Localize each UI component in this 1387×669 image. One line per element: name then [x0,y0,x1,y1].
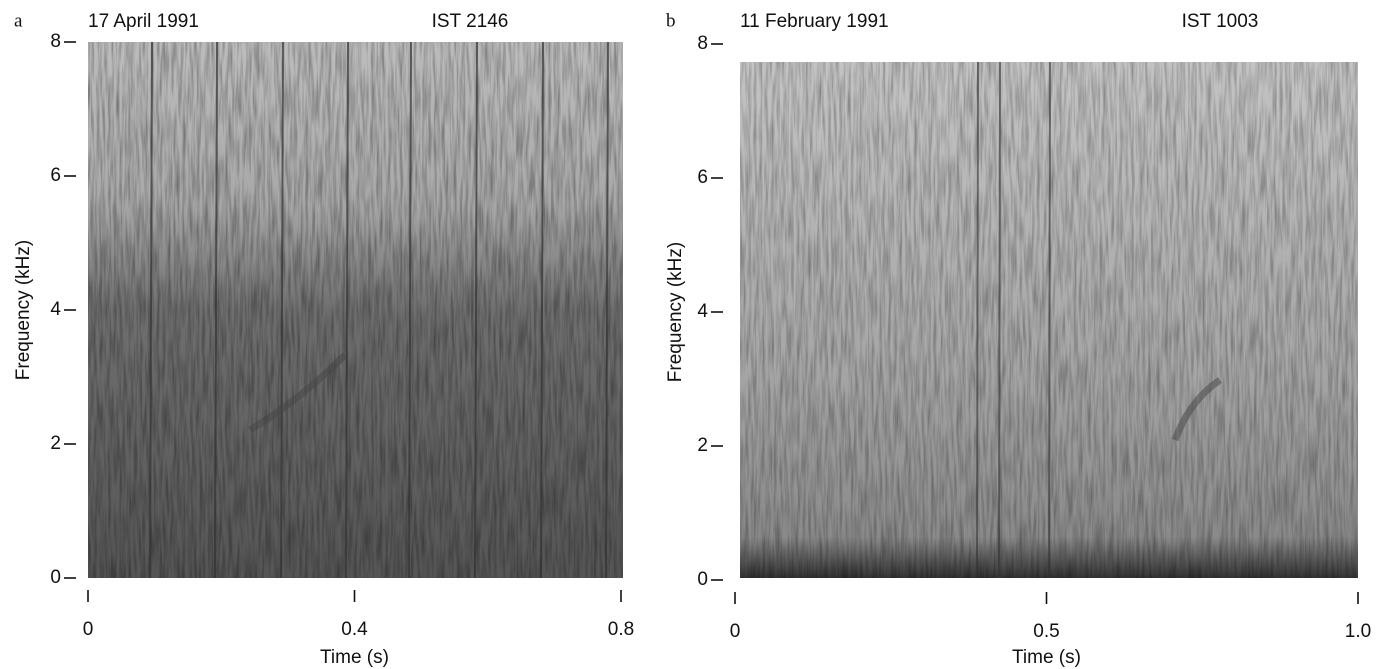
x-axis-label: Time (s) [320,647,389,668]
panel-label: a [14,10,23,31]
x-axis-label: Time (s) [1012,647,1081,668]
x-tick-label: 0.4 [341,619,368,640]
chart-title: 17 April 1991 [88,11,199,32]
x-tick-label: 0.8 [608,619,634,640]
annotation: IST 2146 [432,11,509,32]
y-tick-label: 4 [697,301,708,322]
y-tick-label: 8 [697,33,708,54]
y-tick-label: 6 [697,167,708,188]
y-tick-label: 2 [697,435,708,456]
x-tick-label: 0 [730,621,741,642]
y-tick-label: 0 [697,569,708,590]
x-tick-label: 1.0 [1345,621,1371,642]
y-axis-label: Frequency (kHz) [13,240,34,380]
annotation: IST 1003 [1182,11,1259,32]
panel-label: b [666,10,676,31]
spectrogram-a [88,41,623,579]
y-tick-label: 4 [50,299,61,320]
y-tick-label: 0 [50,567,61,588]
spectrogram-b [740,61,1358,579]
x-tick-label: 0 [83,619,94,640]
y-axis-label: Frequency (kHz) [665,242,686,382]
x-tick-label: 0.5 [1033,621,1059,642]
chart-title: 11 February 1991 [740,11,889,32]
y-tick-label: 2 [50,433,61,454]
y-tick-label: 6 [50,165,61,186]
y-tick-label: 8 [50,31,61,52]
